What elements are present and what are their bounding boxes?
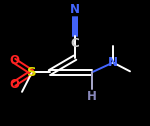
Text: C: C [71,37,79,50]
Text: S: S [27,66,37,79]
Text: O: O [9,77,19,90]
Text: N: N [108,56,118,69]
Text: O: O [9,54,19,67]
Text: H: H [87,90,97,103]
Text: N: N [70,3,80,16]
